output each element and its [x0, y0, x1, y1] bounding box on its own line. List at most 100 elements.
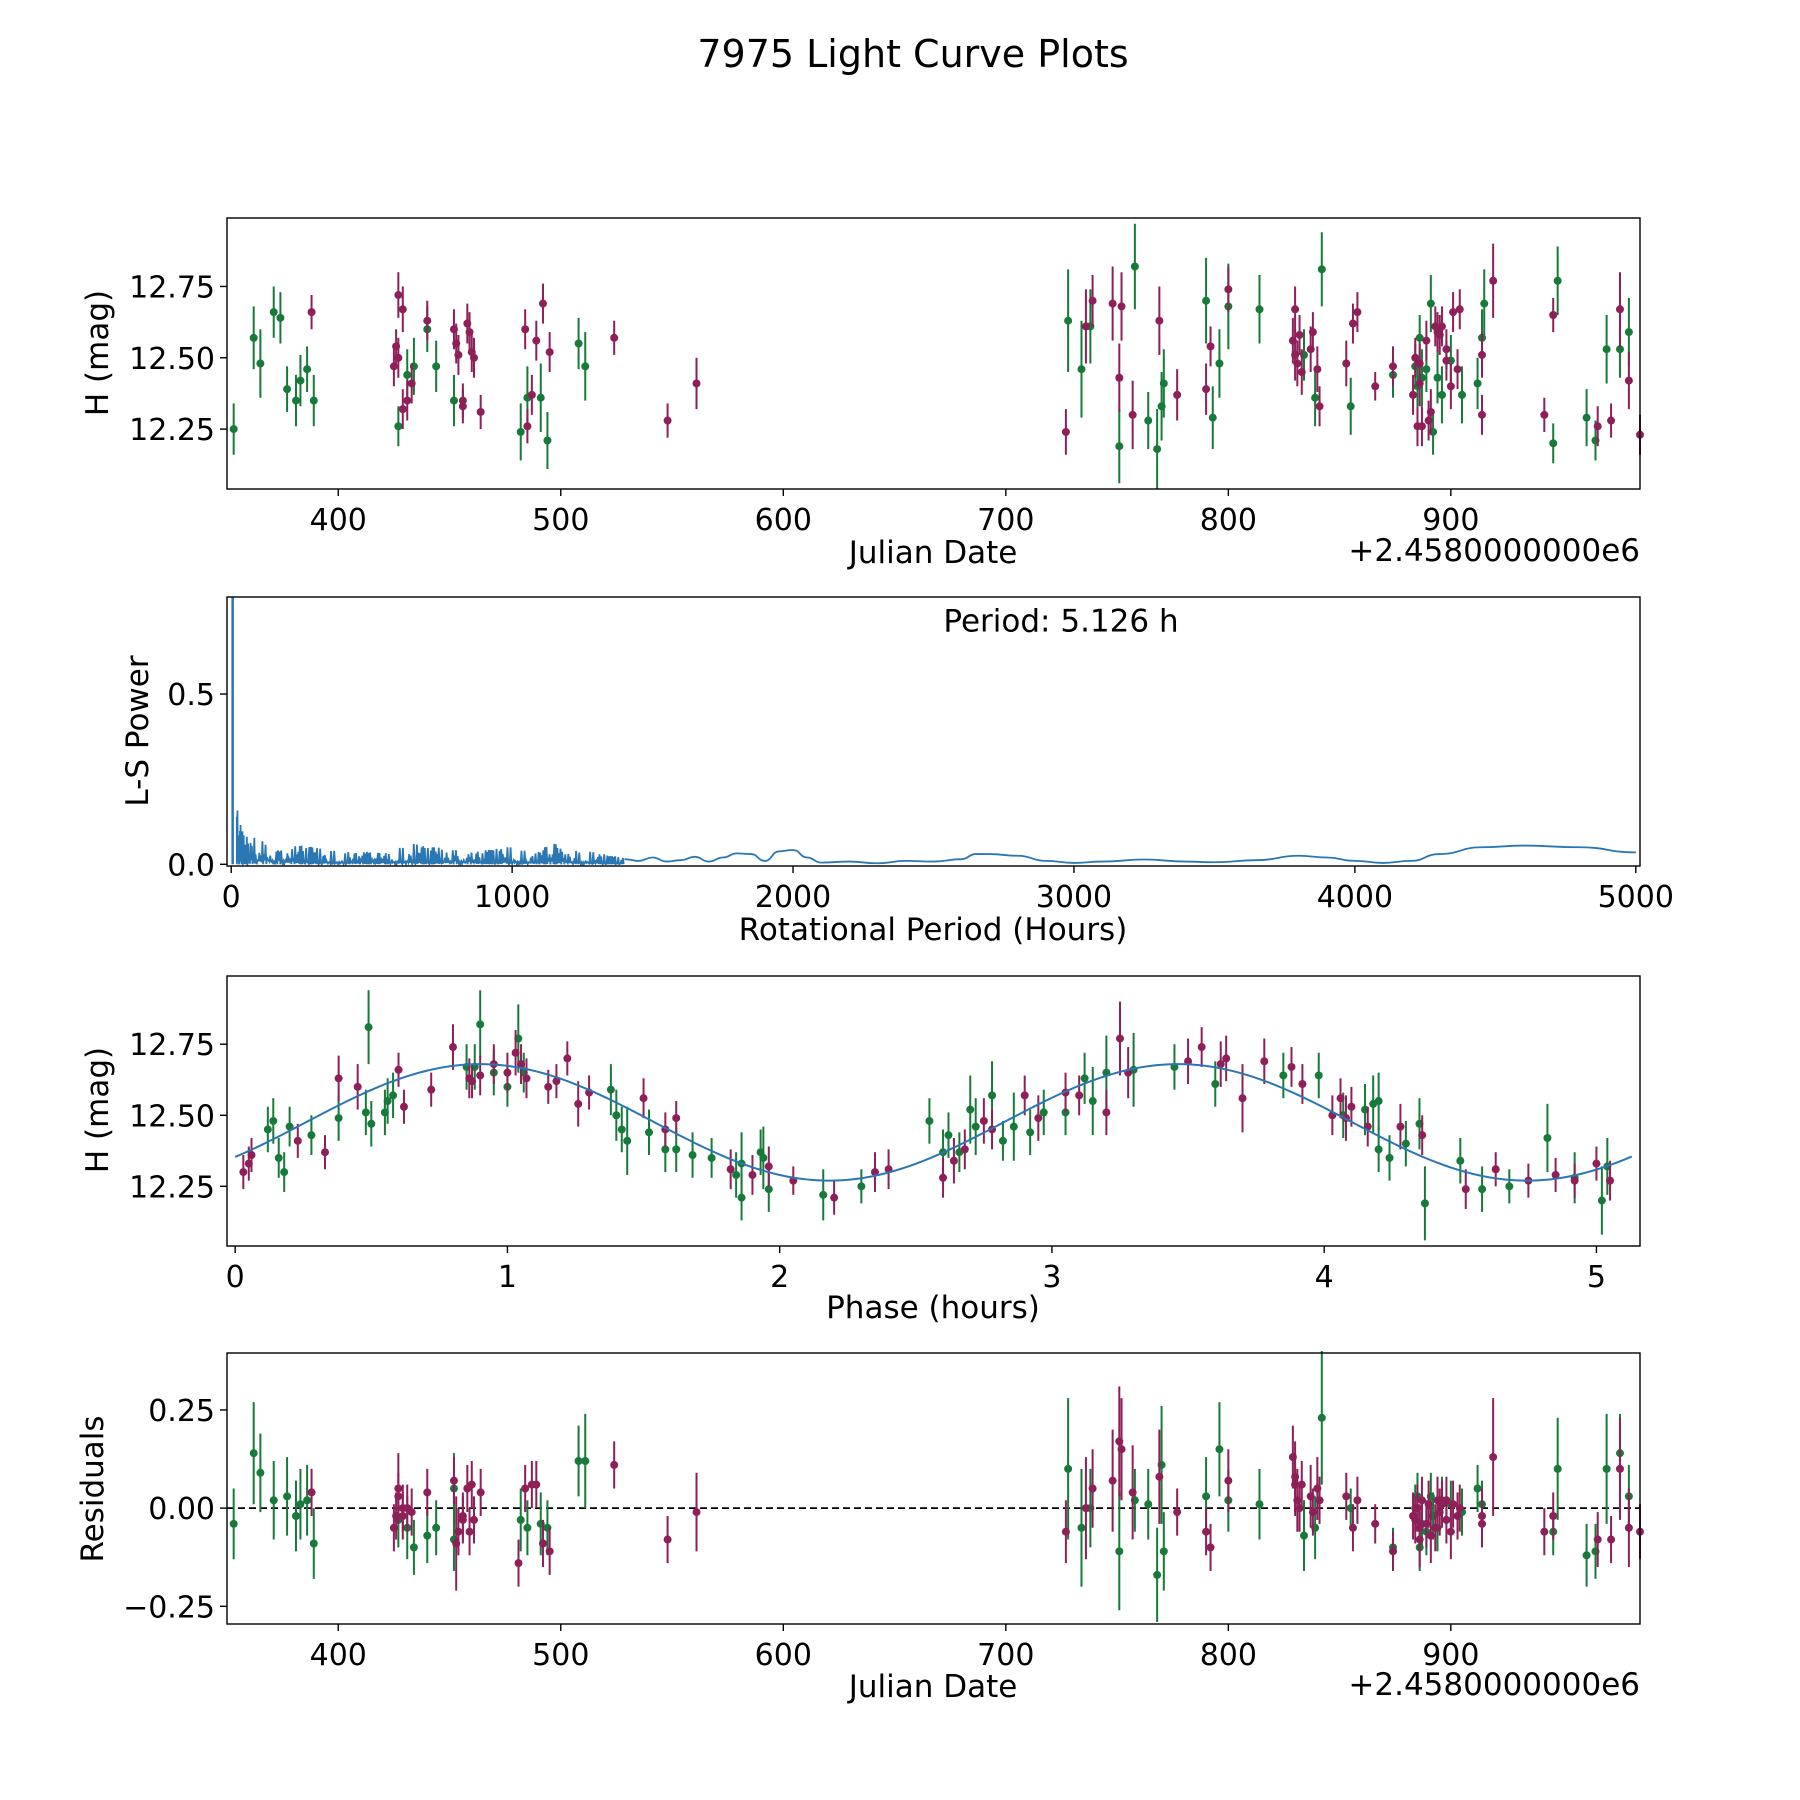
- phased-point-magenta: [1115, 1034, 1124, 1043]
- timeseries-point-green: [1317, 265, 1326, 274]
- phased-xtick-label: 4: [1315, 1260, 1334, 1295]
- residuals-point-magenta: [398, 1511, 407, 1520]
- timeseries-point-green: [1473, 379, 1482, 388]
- phased-point-green: [1543, 1134, 1552, 1142]
- phased-point-magenta: [726, 1165, 735, 1174]
- residuals-xtick-label: 500: [532, 1638, 589, 1673]
- residuals-point-green: [523, 1523, 532, 1532]
- timeseries-point-magenta: [1108, 299, 1117, 308]
- residuals-point-magenta: [1353, 1496, 1362, 1505]
- phased-point-green: [285, 1122, 294, 1131]
- timeseries-xtick-label: 600: [755, 503, 812, 538]
- phased-point-magenta: [1570, 1176, 1579, 1185]
- timeseries-point-magenta: [538, 299, 547, 308]
- residuals-point-green: [1299, 1531, 1308, 1540]
- timeseries-point-magenta: [1540, 410, 1549, 419]
- phased-point-magenta: [1034, 1114, 1043, 1123]
- timeseries-point-green: [1153, 445, 1162, 454]
- timeseries-point-green: [403, 370, 412, 379]
- phased-point-magenta: [511, 1048, 520, 1057]
- phased-point-magenta: [427, 1085, 436, 1094]
- phased-point-green: [661, 1145, 670, 1154]
- phased-point-green: [1456, 1156, 1465, 1165]
- phased-point-magenta: [563, 1054, 572, 1063]
- timeseries-point-magenta: [610, 333, 619, 342]
- timeseries-point-magenta: [1615, 305, 1624, 314]
- residuals-point-green: [1215, 1445, 1224, 1454]
- timeseries-point-magenta: [1173, 390, 1182, 399]
- residuals-point-green: [269, 1496, 278, 1505]
- timeseries-point-magenta: [1411, 353, 1420, 362]
- timeseries-ytick-label: 12.50: [129, 342, 215, 377]
- timeseries-point-magenta: [1295, 330, 1304, 339]
- timeseries-point-magenta: [1489, 276, 1498, 285]
- timeseries-point-green: [249, 333, 258, 342]
- phased-point-green: [707, 1153, 716, 1162]
- periodogram-xtick-label: 4000: [1317, 880, 1393, 915]
- timeseries-point-magenta: [692, 379, 701, 388]
- phased-point-magenta: [1075, 1091, 1084, 1100]
- phased-point-green: [1088, 1097, 1097, 1106]
- phased-point-magenta: [1287, 1062, 1296, 1071]
- timeseries-xtick-label: 900: [1422, 503, 1479, 538]
- phased-xtick-label: 3: [1042, 1260, 1061, 1295]
- timeseries-point-magenta: [1389, 362, 1398, 371]
- phased-point-green: [737, 1193, 746, 1202]
- residuals-xtick-label: 800: [1200, 1638, 1257, 1673]
- periodogram-xlabel: Rotational Period (Hours): [739, 912, 1128, 948]
- timeseries-point-magenta: [1371, 382, 1380, 391]
- periodogram-xtick-label: 1000: [474, 880, 550, 915]
- timeseries-point-magenta: [545, 348, 554, 357]
- timeseries-point-magenta: [1293, 359, 1302, 368]
- phased-frame: [226, 975, 1641, 1247]
- phased-point-green: [966, 1105, 975, 1114]
- phased-point-green: [476, 1020, 485, 1029]
- residuals-point-magenta: [467, 1480, 476, 1489]
- residuals-point-green: [1317, 1413, 1326, 1422]
- residuals-point-green: [1202, 1492, 1211, 1501]
- timeseries-point-green: [432, 362, 441, 371]
- residuals-point-magenta: [1549, 1511, 1558, 1520]
- timeseries-ytick-label: 12.75: [129, 270, 215, 305]
- residuals-point-green: [296, 1500, 305, 1509]
- periodogram-frame: [226, 596, 1641, 867]
- phased-point-magenta: [1592, 1159, 1601, 1168]
- phased-point-green: [280, 1168, 289, 1177]
- residuals-point-magenta: [1342, 1492, 1351, 1501]
- residuals-point-green: [229, 1519, 238, 1528]
- residuals-point-magenta: [1224, 1476, 1233, 1485]
- residuals-point-green: [1064, 1464, 1073, 1473]
- residuals-point-magenta: [1446, 1527, 1455, 1536]
- residuals-point-magenta: [1415, 1535, 1424, 1544]
- residuals-point-magenta: [1615, 1464, 1624, 1473]
- timeseries-point-magenta: [1422, 336, 1431, 345]
- phased-point-green: [1039, 1108, 1048, 1117]
- timeseries-point-green: [1582, 413, 1591, 422]
- phased-point-green: [944, 1131, 953, 1140]
- timeseries-point-magenta: [1313, 365, 1322, 374]
- timeseries-point-green: [1437, 390, 1446, 399]
- phased-xtick-label: 5: [1587, 1260, 1606, 1295]
- phased-point-green: [1505, 1182, 1514, 1191]
- timeseries-point-magenta: [1442, 345, 1451, 354]
- phased-point-magenta: [544, 1082, 553, 1091]
- residuals-panel: 400 500 600 700 800 900 −0.25 0.00 0.25 Julian D…: [75, 1351, 1644, 1705]
- timeseries-ylabel: H (mag): [80, 290, 116, 416]
- phased-point-green: [1374, 1097, 1383, 1106]
- timeseries-xtick-label: 500: [532, 503, 589, 538]
- timeseries-point-magenta: [1081, 322, 1090, 331]
- timeseries-point-green: [543, 436, 552, 445]
- phased-point-magenta: [764, 1162, 773, 1171]
- timeseries-point-magenta: [523, 422, 532, 431]
- residuals-point-magenta: [1202, 1527, 1211, 1536]
- phased-point-green: [1026, 1128, 1035, 1137]
- phased-point-green: [857, 1182, 866, 1191]
- timeseries-point-magenta: [1449, 308, 1458, 317]
- residuals-point-magenta: [1108, 1476, 1117, 1485]
- timeseries-point-magenta: [1291, 305, 1300, 314]
- phased-point-magenta: [1491, 1165, 1500, 1174]
- timeseries-point-magenta: [1155, 316, 1164, 325]
- residuals-xtick-label: 900: [1422, 1638, 1479, 1673]
- timeseries-point-green: [1202, 296, 1211, 305]
- timeseries-point-green: [1553, 276, 1562, 285]
